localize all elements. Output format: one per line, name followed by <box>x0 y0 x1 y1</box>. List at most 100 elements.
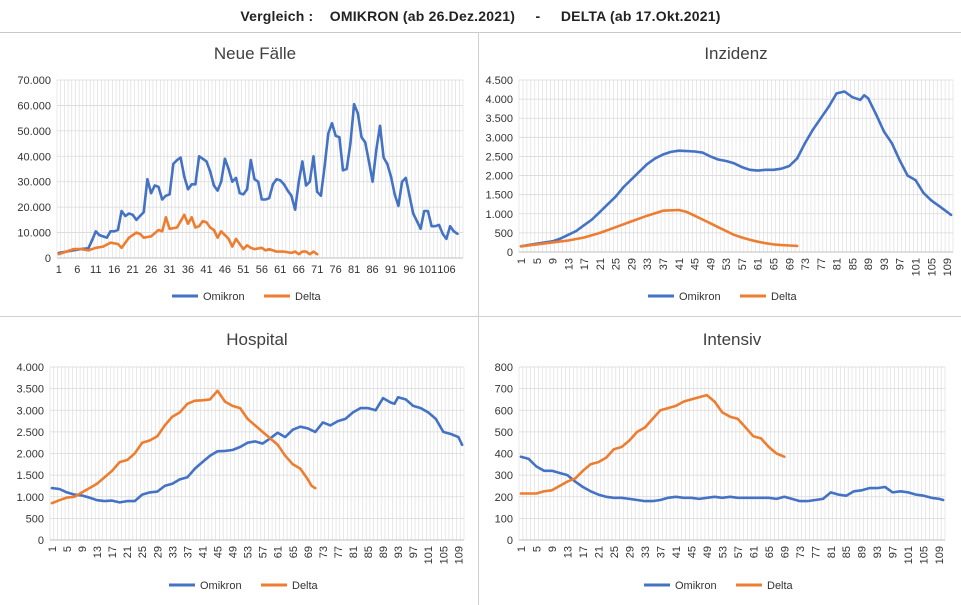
x-tick-label: 5 <box>62 546 74 552</box>
y-tick-label: 20.000 <box>17 202 51 214</box>
x-tick-label: 93 <box>879 258 891 270</box>
x-tick-label: 71 <box>311 264 323 276</box>
x-tick-label: 105 <box>919 546 931 564</box>
x-tick-label: 96 <box>403 264 415 276</box>
x-tick-label: 97 <box>895 258 907 270</box>
y-tick-label: 1.000 <box>485 209 513 221</box>
x-tick-label: 81 <box>348 264 360 276</box>
y-tick-label: 500 <box>26 513 44 525</box>
header-omikron: OMIKRON (ab 26.Dez.2021) <box>329 8 516 24</box>
x-tick-label: 45 <box>686 546 698 558</box>
y-tick-label: 40.000 <box>17 151 51 163</box>
x-tick-label: 86 <box>366 264 378 276</box>
x-tick-label: 66 <box>293 264 305 276</box>
legend-label-omikron: Omikron <box>675 580 717 592</box>
y-tick-label: 50.000 <box>17 126 51 138</box>
x-tick-label: 1 <box>56 264 62 276</box>
y-tick-label: 10.000 <box>17 228 51 240</box>
x-tick-label: 97 <box>408 546 420 558</box>
y-tick-label: 4.500 <box>485 75 513 87</box>
x-tick-label: 77 <box>816 258 828 270</box>
x-tick-label: 76 <box>330 264 342 276</box>
chart-intensiv: Intensiv 0 100 200 300 400 500 600 700 800 1 5 9 13 17… <box>479 317 961 605</box>
y-tick-label: 70.000 <box>17 75 51 87</box>
x-tick-label: 77 <box>333 546 345 558</box>
header-prefix: Vergleich : <box>240 8 314 24</box>
x-tick-label: 89 <box>378 546 390 558</box>
horizontal-divider <box>0 316 961 317</box>
x-tick-label: 33 <box>640 546 652 558</box>
x-tick-label: 93 <box>872 546 884 558</box>
y-tick-label: 1.500 <box>16 470 44 482</box>
legend-label-omikron: Omikron <box>679 291 721 303</box>
x-tick-label: 101 <box>419 264 437 276</box>
x-tick-label: 77 <box>810 546 822 558</box>
x-tick-label: 109 <box>942 258 954 276</box>
x-tick-label: 41 <box>674 258 686 270</box>
series-line-omikron <box>519 90 953 248</box>
x-tick-label: 5 <box>531 546 543 552</box>
chart-svg: Neue Fälle 0 10.000 20.000 30.000 40.000 50.00… <box>17 44 464 303</box>
chart-svg: Inzidenz 0 500 1.000 1.500 2.000 2.500 3.000 3.5… <box>485 44 954 303</box>
y-tick-label: 3.000 <box>16 405 44 417</box>
x-tick-label: 41 <box>197 546 209 558</box>
y-tick-label: 1.500 <box>485 190 513 202</box>
y-tick-label: 500 <box>495 427 513 439</box>
x-tick-label: 73 <box>318 546 330 558</box>
y-tick-label: 4.000 <box>16 362 44 374</box>
series-line-omikron <box>57 102 459 255</box>
series-line-delta <box>50 389 317 505</box>
x-tick-label: 31 <box>163 264 175 276</box>
series-line-omikron <box>519 455 945 503</box>
x-tick-label: 25 <box>137 546 149 558</box>
x-tick-label: 49 <box>705 258 717 270</box>
x-tick-label: 101 <box>423 546 435 564</box>
y-tick-label: 0 <box>45 253 51 265</box>
x-tick-label: 46 <box>219 264 231 276</box>
chart-title: Hospital <box>226 330 287 349</box>
x-tick-label: 85 <box>847 258 859 270</box>
series-line-delta <box>519 393 786 495</box>
x-tick-label: 33 <box>642 258 654 270</box>
y-tick-label: 0 <box>507 535 513 547</box>
x-tick-label: 109 <box>453 546 465 564</box>
legend-label-omikron: Omikron <box>203 291 245 303</box>
y-tick-label: 2.500 <box>16 427 44 439</box>
y-tick-label: 0 <box>507 247 513 259</box>
x-tick-label: 57 <box>737 258 749 270</box>
vertical-divider <box>478 32 479 605</box>
legend-label-omikron: Omikron <box>200 580 242 592</box>
x-tick-label: 49 <box>702 546 714 558</box>
series-line-delta <box>519 208 799 248</box>
x-tick-label: 97 <box>888 546 900 558</box>
x-tick-label: 36 <box>182 264 194 276</box>
x-tick-label: 57 <box>258 546 270 558</box>
x-tick-label: 53 <box>721 258 733 270</box>
x-tick-label: 89 <box>863 258 875 270</box>
y-tick-label: 0 <box>38 535 44 547</box>
y-tick-label: 400 <box>495 449 513 461</box>
y-tick-label: 2.500 <box>485 151 513 163</box>
x-tick-label: 93 <box>393 546 405 558</box>
y-tick-label: 60.000 <box>17 100 51 112</box>
x-tick-label: 13 <box>92 546 104 558</box>
x-tick-label: 17 <box>107 546 119 558</box>
x-tick-label: 105 <box>438 546 450 564</box>
chart-title: Intensiv <box>703 330 762 349</box>
y-tick-label: 4.000 <box>485 94 513 106</box>
x-tick-label: 65 <box>288 546 300 558</box>
chart-inzidenz: Inzidenz 0 500 1.000 1.500 2.000 2.500 3.000 3.5… <box>479 33 961 316</box>
x-tick-label: 17 <box>578 546 590 558</box>
chart-title: Inzidenz <box>704 44 767 63</box>
x-tick-label: 13 <box>562 546 574 558</box>
x-tick-label: 69 <box>784 258 796 270</box>
header-separator: - <box>535 8 541 24</box>
legend-label-delta: Delta <box>767 580 794 592</box>
y-tick-label: 1.000 <box>16 492 44 504</box>
x-tick-label: 1 <box>47 546 59 552</box>
x-tick-label: 49 <box>228 546 240 558</box>
x-tick-label: 69 <box>303 546 315 558</box>
y-tick-label: 3.000 <box>485 132 513 144</box>
x-tick-label: 57 <box>733 546 745 558</box>
y-tick-label: 600 <box>495 405 513 417</box>
